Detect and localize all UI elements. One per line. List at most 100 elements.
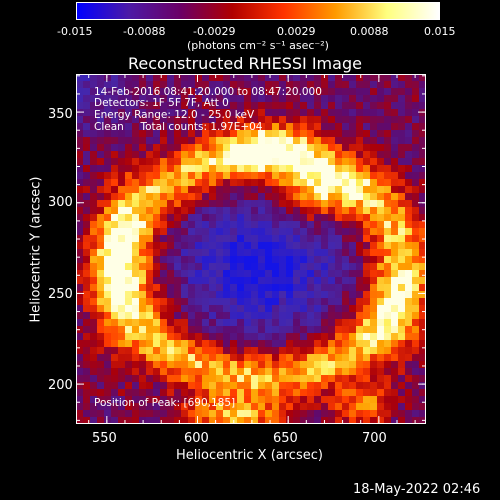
heatmap-cell <box>356 144 364 152</box>
heatmap-cell <box>307 319 315 327</box>
heatmap-cell <box>118 417 126 425</box>
heatmap-cell <box>328 179 336 187</box>
heatmap-cell <box>279 284 287 292</box>
heatmap-cell <box>83 291 91 299</box>
heatmap-cell <box>244 144 252 152</box>
heatmap-cell <box>76 270 84 278</box>
heatmap-cell <box>307 235 315 243</box>
heatmap-cell <box>258 284 266 292</box>
heatmap-cell <box>419 95 427 103</box>
heatmap-cell <box>321 88 329 96</box>
heatmap-cell <box>167 375 175 383</box>
heatmap-cell <box>286 74 294 82</box>
heatmap-cell <box>258 102 266 110</box>
heatmap-cell <box>195 284 203 292</box>
heatmap-cell <box>293 200 301 208</box>
heatmap-cell <box>209 326 217 334</box>
heatmap-cell <box>370 74 378 82</box>
heatmap-cell <box>363 186 371 194</box>
heatmap-cell <box>202 165 210 173</box>
heatmap-cell <box>188 270 196 278</box>
heatmap-cell <box>244 74 252 82</box>
heatmap-cell <box>97 207 105 215</box>
heatmap-cell <box>265 263 273 271</box>
heatmap-cell <box>111 291 119 299</box>
heatmap-cell <box>328 130 336 138</box>
heatmap-cell <box>293 144 301 152</box>
heatmap-cell <box>398 326 406 334</box>
heatmap-cell <box>139 403 147 411</box>
heatmap-cell <box>139 312 147 320</box>
heatmap-cell <box>202 221 210 229</box>
heatmap-cell <box>174 207 182 215</box>
heatmap-cell <box>391 340 399 348</box>
heatmap-cell <box>139 158 147 166</box>
heatmap-cell <box>202 102 210 110</box>
heatmap-cell <box>104 172 112 180</box>
heatmap-cell <box>153 207 161 215</box>
heatmap-cell <box>412 305 420 313</box>
heatmap-cell <box>384 417 392 425</box>
heatmap-cell <box>370 340 378 348</box>
heatmap-cell <box>237 319 245 327</box>
heatmap-cell <box>216 270 224 278</box>
heatmap-cell <box>286 354 294 362</box>
heatmap-cell <box>104 249 112 257</box>
heatmap-cell <box>83 256 91 264</box>
heatmap-cell <box>321 263 329 271</box>
heatmap-cell <box>174 256 182 264</box>
heatmap-cell <box>195 249 203 257</box>
heatmap-cell <box>258 291 266 299</box>
heatmap-cell <box>83 270 91 278</box>
heatmap-cell <box>153 270 161 278</box>
heatmap-cell <box>230 382 238 390</box>
heatmap-cell <box>314 375 322 383</box>
heatmap-cell <box>125 186 133 194</box>
heatmap-cell <box>132 186 140 194</box>
heatmap-cell <box>223 312 231 320</box>
heatmap-cell <box>286 263 294 271</box>
heatmap-cell <box>230 263 238 271</box>
heatmap-cell <box>293 151 301 159</box>
heatmap-cell <box>90 368 98 376</box>
heatmap-cell <box>146 396 154 404</box>
heatmap-cell <box>188 123 196 131</box>
heatmap-cell <box>391 270 399 278</box>
heatmap-cell <box>125 305 133 313</box>
heatmap-cell <box>314 102 322 110</box>
heatmap-cell <box>111 116 119 124</box>
heatmap-cell <box>377 214 385 222</box>
x-tick: 600 <box>184 431 209 446</box>
heatmap-cell <box>153 263 161 271</box>
heatmap-cell <box>279 165 287 173</box>
heatmap-cell <box>160 102 168 110</box>
heatmap-cell <box>230 172 238 180</box>
heatmap-cell <box>356 368 364 376</box>
heatmap-cell <box>251 214 259 222</box>
heatmap-cell <box>202 340 210 348</box>
heatmap-cell <box>384 186 392 194</box>
heatmap-cell <box>279 151 287 159</box>
heatmap-cell <box>216 228 224 236</box>
heatmap-cell <box>300 221 308 229</box>
heatmap-cell <box>258 256 266 264</box>
heatmap-cell <box>293 319 301 327</box>
plot-title: Reconstructed RHESSI Image <box>128 54 362 73</box>
heatmap-cell <box>160 326 168 334</box>
heatmap-cell <box>363 319 371 327</box>
heatmap-cell <box>216 389 224 397</box>
heatmap-cell <box>111 179 119 187</box>
heatmap-cell <box>328 95 336 103</box>
heatmap-cell <box>97 298 105 306</box>
heatmap-cell <box>153 179 161 187</box>
heatmap-cell <box>279 368 287 376</box>
heatmap-cell <box>328 277 336 285</box>
heatmap-cell <box>160 200 168 208</box>
heatmap-cell <box>391 151 399 159</box>
heatmap-cell <box>370 319 378 327</box>
heatmap-cell <box>328 291 336 299</box>
heatmap-cell <box>251 81 259 89</box>
heatmap-cell <box>258 172 266 180</box>
heatmap-cell <box>223 235 231 243</box>
heatmap-cell <box>293 221 301 229</box>
